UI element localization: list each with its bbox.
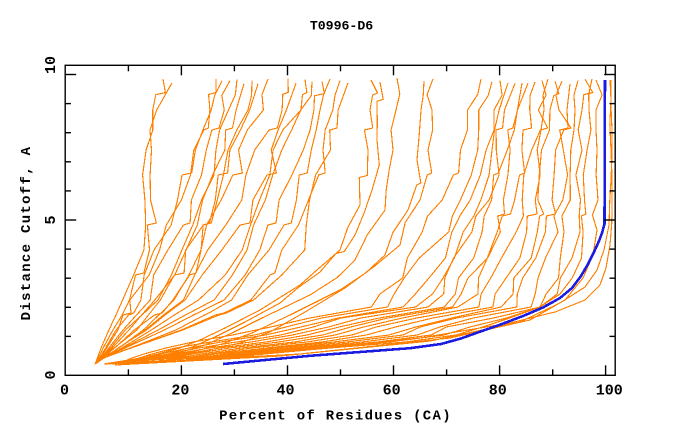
- svg-text:20: 20: [171, 383, 189, 400]
- svg-text:5: 5: [43, 215, 60, 224]
- svg-text:T0996-D6: T0996-D6: [310, 18, 373, 33]
- svg-text:0: 0: [60, 383, 69, 400]
- svg-text:80: 80: [489, 383, 507, 400]
- svg-text:40: 40: [276, 383, 294, 400]
- svg-text:60: 60: [383, 383, 401, 400]
- svg-text:Distance Cutoff, A: Distance Cutoff, A: [19, 146, 35, 321]
- svg-text:10: 10: [43, 56, 60, 74]
- svg-text:100: 100: [596, 383, 623, 400]
- svg-text:Percent of Residues (CA): Percent of Residues (CA): [219, 409, 452, 425]
- svg-text:0: 0: [43, 370, 60, 379]
